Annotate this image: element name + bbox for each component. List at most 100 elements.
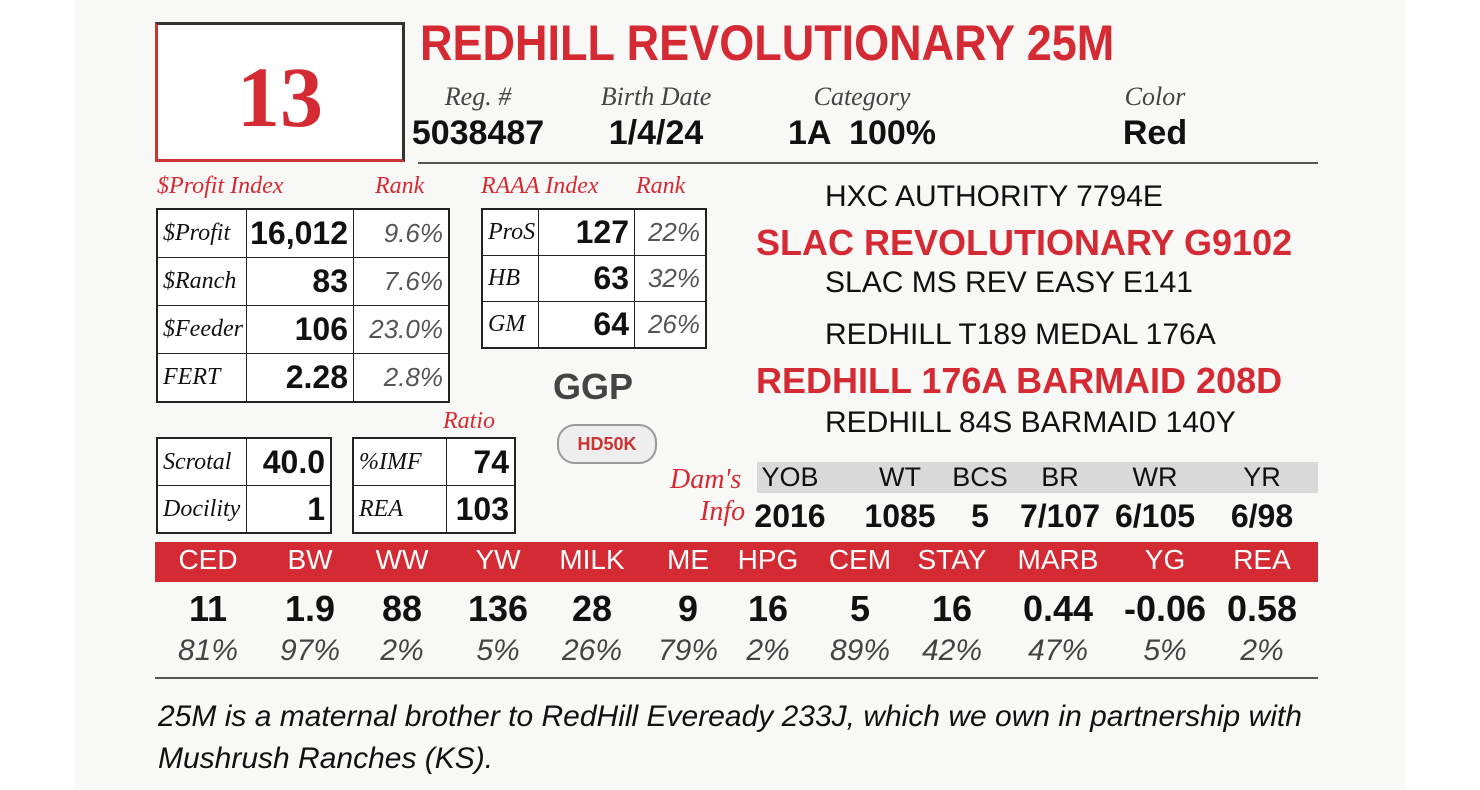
row-value: 74	[446, 439, 514, 485]
row-label: REA	[359, 495, 403, 522]
epd-header: STAY	[917, 544, 987, 575]
row-value: 16,012	[246, 210, 353, 257]
logo-ggp: GGP	[553, 366, 634, 407]
epd-percentile: 5%	[1143, 634, 1187, 667]
info-label: Reg. #	[444, 82, 512, 111]
info-value: Red	[1122, 114, 1188, 152]
dam-header: BR	[1041, 462, 1079, 492]
table-row: Scrotal 40.0	[158, 439, 330, 485]
dam-header: WT	[879, 462, 921, 492]
epd-value: 9	[677, 588, 699, 629]
dam-header: WR	[1132, 462, 1178, 492]
ratio-title: Ratio	[443, 408, 495, 434]
epd-value: 136	[467, 588, 529, 629]
info-label: Birth Date	[600, 82, 712, 111]
row-label: ProS	[488, 219, 536, 245]
row-label: $Feeder	[163, 316, 243, 342]
table-row: HB 63 32%	[483, 255, 705, 301]
epd-percentile: 26%	[561, 634, 623, 667]
epd-value: -0.06	[1123, 588, 1207, 629]
note: 25M is a maternal brother to RedHill Eve…	[158, 700, 1302, 775]
pedigree-line: SLAC REVOLUTIONARY G9102	[756, 222, 1293, 263]
epd-percentile: 89%	[829, 634, 891, 667]
info-value: 1/4/24	[608, 114, 704, 152]
epd-value: 11	[188, 588, 228, 629]
epd-percentile: 5%	[476, 634, 520, 667]
raaa-rank-title: Rank	[636, 173, 686, 199]
table-row: ProS 127 22%	[483, 210, 705, 255]
dam-header-band	[757, 462, 1318, 493]
epd-value: 1.9	[284, 588, 336, 629]
epd-header: ME	[667, 544, 709, 575]
row-value: 127	[538, 210, 634, 255]
dam-header: YR	[1243, 462, 1281, 492]
row-value: 63	[538, 256, 634, 301]
row-rank: 2.8%	[353, 354, 448, 401]
pedigree-line: REDHILL T189 MEDAL 176A	[825, 318, 1216, 351]
table-row: FERT 2.28 2.8%	[158, 353, 448, 401]
epd-header: HPG	[737, 544, 799, 575]
profit-table: $Profit 16,012 9.6% $Ranch 83 7.6% $Feeder 106 2…	[156, 208, 450, 403]
epd-header: YW	[475, 544, 521, 575]
row-label: GM	[488, 311, 526, 337]
row-value: 1	[246, 486, 330, 532]
row-rank: 23.0%	[353, 306, 448, 353]
row-rank: 22%	[634, 210, 705, 255]
info-label: Color	[1124, 82, 1186, 111]
row-value: 64	[538, 302, 634, 347]
dam-label: Dam's	[670, 464, 742, 495]
row-label: $Ranch	[163, 268, 237, 294]
ratio-table: %IMF 74 REA 103	[352, 437, 516, 534]
logo-hd50k: HD50K	[557, 424, 657, 464]
epd-header-band	[155, 542, 1318, 582]
epd-header: CED	[178, 544, 238, 575]
rule	[155, 677, 1318, 679]
epd-percentile: 97%	[279, 634, 341, 667]
table-row: REA 103	[354, 485, 514, 532]
dam-value: 5	[971, 498, 989, 534]
info-label: Category	[813, 82, 911, 111]
dam-header: BCS	[952, 462, 1008, 492]
table-row: %IMF 74	[354, 439, 514, 485]
row-value: 83	[246, 258, 353, 305]
table-row: Docility 1	[158, 485, 330, 532]
row-value: 40.0	[246, 439, 330, 485]
epd-percentile: 47%	[1027, 634, 1089, 667]
epd-percentile: 2%	[1240, 634, 1284, 667]
table-row: GM 64 26%	[483, 301, 705, 347]
dam-value: 1085	[864, 498, 936, 534]
profit-title: $Profit Index	[157, 173, 284, 199]
epd-value: 0.44	[1022, 588, 1094, 629]
traits-table: Scrotal 40.0 Docility 1	[156, 437, 332, 534]
epd-header: CEM	[828, 544, 892, 575]
info-value: 1A 100%	[787, 114, 937, 152]
dam-value: 6/105	[1114, 498, 1196, 534]
dam-header: YOB	[761, 462, 819, 492]
epd-value: 0.58	[1226, 588, 1298, 629]
table-row: $Feeder 106 23.0%	[158, 305, 448, 353]
epd-percentile: 81%	[177, 634, 239, 667]
row-rank: 9.6%	[353, 210, 448, 257]
epd-header: REA	[1233, 544, 1291, 575]
pedigree-line: REDHILL 84S BARMAID 140Y	[825, 406, 1236, 439]
info-value: 5038487	[411, 114, 545, 152]
table-row: $Profit 16,012 9.6%	[158, 210, 448, 257]
raaa-table: ProS 127 22% HB 63 32% GM 64 26%	[481, 208, 707, 349]
row-label: Docility	[163, 495, 241, 522]
epd-header: MILK	[559, 544, 625, 575]
epd-value: 88	[381, 588, 423, 629]
lot-number: 13	[237, 49, 323, 145]
pedigree-line: HXC AUTHORITY 7794E	[825, 180, 1163, 213]
raaa-title: RAAA Index	[481, 173, 599, 199]
row-label: %IMF	[359, 448, 422, 475]
dam-label: Info	[700, 496, 746, 527]
row-label: FERT	[163, 364, 221, 390]
epd-header: WW	[375, 544, 429, 575]
row-value: 2.28	[246, 354, 353, 401]
pedigree-line: SLAC MS REV EASY E141	[825, 266, 1193, 299]
epd-header: MARB	[1017, 544, 1099, 575]
row-rank: 26%	[634, 302, 705, 347]
epd-percentile: 2%	[746, 634, 790, 667]
row-rank: 32%	[634, 256, 705, 301]
